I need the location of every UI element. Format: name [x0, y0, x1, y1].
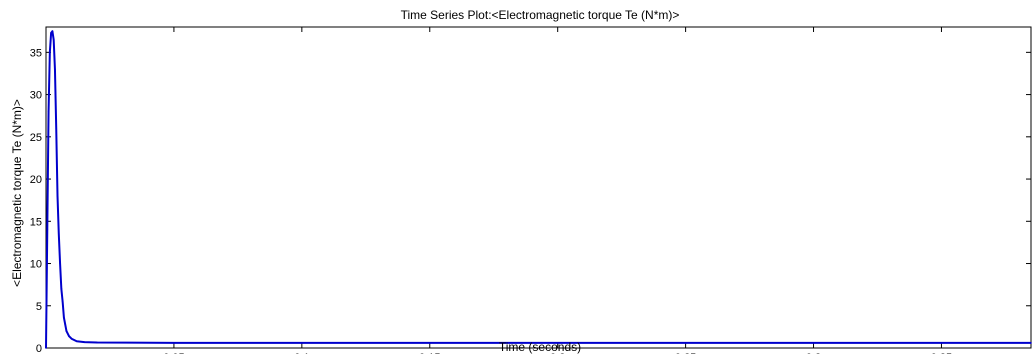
data-point [428, 342, 431, 344]
x-tick-label: 0.25 [675, 352, 696, 354]
y-tick-label: 5 [36, 301, 42, 313]
data-point [61, 300, 64, 303]
data-point [50, 32, 52, 34]
plot-area [45, 26, 1032, 349]
data-point [301, 342, 303, 344]
data-point [83, 341, 86, 343]
x-tick-label: 0.1 [294, 352, 309, 354]
data-point [65, 330, 68, 332]
data-point [812, 342, 815, 344]
data-point [57, 233, 60, 235]
data-point [46, 228, 49, 231]
data-point [52, 38, 55, 41]
data-point [45, 347, 47, 349]
x-tick-label: 0.05 [163, 352, 184, 354]
y-tick-label: 25 [30, 132, 42, 144]
data-point [96, 341, 98, 344]
x-tick-label: 0.35 [931, 352, 952, 354]
y-tick-label: 20 [30, 174, 42, 186]
data-point [47, 110, 50, 113]
data-point [940, 342, 943, 344]
data-point [49, 51, 51, 54]
y-tick-label: 10 [30, 259, 42, 271]
chart-title: Time Series Plot:<Electromagnetic torque… [401, 8, 680, 22]
data-point [56, 195, 59, 197]
y-tick-label: 30 [30, 90, 42, 102]
data-point [64, 323, 66, 326]
data-point [59, 262, 61, 265]
data-point [63, 316, 65, 319]
data-point [75, 340, 78, 343]
data-series [45, 30, 1032, 349]
data-point [684, 342, 687, 344]
data-point [60, 288, 63, 290]
data-point [556, 342, 559, 344]
data-point [68, 335, 70, 337]
x-tick-label: 0.3 [806, 352, 821, 354]
data-point [173, 342, 175, 344]
y-tick-label: 35 [30, 47, 42, 59]
data-point [1030, 342, 1032, 344]
x-tick-label: 0.2 [550, 352, 565, 354]
y-axis-label: <Electromagnetic torque Te (N*m)> [10, 99, 24, 287]
data-point [70, 337, 73, 340]
data-point [55, 127, 58, 130]
data-point [54, 68, 56, 71]
x-axis-label: Time (seconds) [499, 340, 581, 354]
y-tick-label: 15 [30, 216, 42, 228]
data-point [51, 30, 54, 33]
y-tick-label: 0 [36, 343, 42, 354]
x-tick-label: 0.15 [419, 352, 440, 354]
